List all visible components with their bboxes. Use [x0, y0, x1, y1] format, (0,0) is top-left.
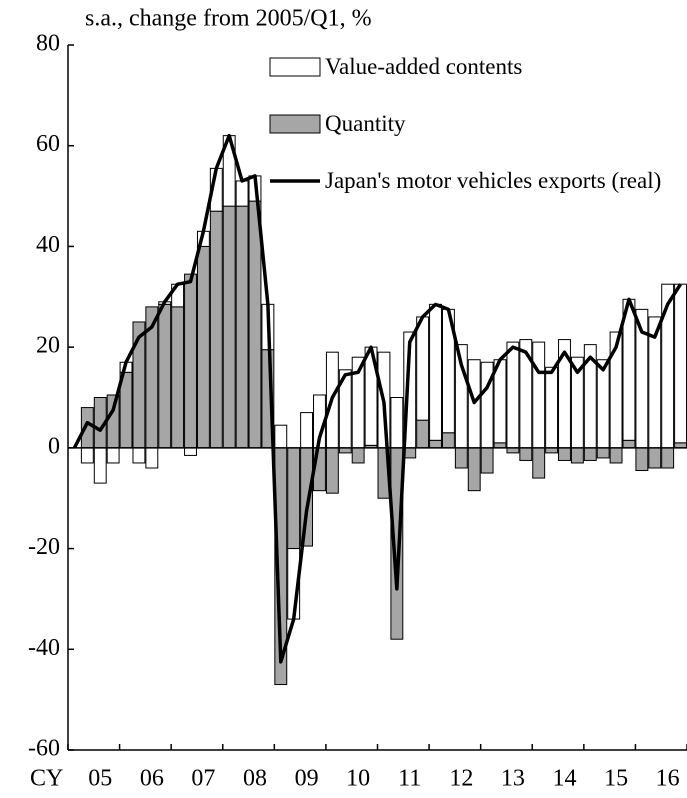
- x-tick-label: 16: [656, 766, 680, 792]
- y-tick-label: 20: [36, 333, 60, 359]
- bar: [532, 341, 546, 449]
- x-tick-label: 05: [88, 766, 112, 792]
- y-tick-label: -20: [28, 534, 60, 560]
- bar: [583, 447, 597, 461]
- bar: [570, 447, 584, 464]
- y-tick-label: -60: [28, 736, 60, 762]
- x-tick-label: 06: [140, 766, 164, 792]
- bar: [506, 341, 520, 449]
- x-tick-label: 15: [604, 766, 628, 792]
- bar: [454, 447, 468, 469]
- bar: [648, 447, 662, 469]
- legend-label: Value-added contents: [325, 54, 523, 79]
- bar: [558, 447, 571, 461]
- y-tick-label: 40: [36, 232, 60, 258]
- bar: [248, 200, 262, 449]
- legend-swatch: [269, 57, 321, 77]
- bar: [429, 303, 442, 441]
- legend-label: Quantity: [325, 111, 406, 136]
- bar: [596, 447, 610, 459]
- bar: [441, 432, 455, 449]
- bar: [287, 447, 301, 550]
- bar: [158, 303, 172, 449]
- y-tick-label: -40: [28, 635, 60, 661]
- x-tick-label: 11: [398, 766, 421, 792]
- x-tick-label: 07: [191, 766, 215, 792]
- x-tick-label: 13: [501, 766, 525, 792]
- x-tick-label: 08: [243, 766, 267, 792]
- bar: [635, 447, 649, 472]
- bar: [209, 210, 223, 449]
- bar: [467, 447, 481, 492]
- bar: [661, 447, 675, 469]
- bar: [390, 397, 404, 449]
- bars: [80, 135, 687, 686]
- x-tick-label: 14: [552, 766, 576, 792]
- bar: [480, 447, 494, 474]
- bar: [506, 447, 520, 454]
- bar: [351, 447, 365, 464]
- y-tick-label: 0: [48, 433, 60, 459]
- legend-swatch: [269, 114, 321, 134]
- bar: [416, 316, 430, 421]
- bar: [609, 447, 623, 464]
- line-series: [72, 133, 683, 664]
- bar: [596, 359, 610, 449]
- bar: [222, 205, 236, 449]
- bar: [674, 442, 687, 449]
- x-axis-label: CY: [30, 766, 63, 792]
- bar: [545, 447, 559, 454]
- bar: [93, 447, 107, 484]
- y-tick-label: 60: [36, 131, 60, 157]
- bar: [235, 180, 249, 207]
- bar: [493, 442, 507, 449]
- bar: [622, 439, 636, 449]
- y-axis-label: s.a., change from 2005/Q1, %: [85, 6, 372, 32]
- bar: [132, 447, 146, 464]
- bar: [416, 419, 430, 449]
- bar: [674, 283, 687, 444]
- bar: [196, 245, 210, 449]
- bar: [519, 447, 533, 461]
- x-tick-label: 09: [295, 766, 319, 792]
- bar: [184, 447, 197, 456]
- bar: [545, 366, 559, 449]
- bar: [184, 273, 197, 449]
- bar: [171, 306, 185, 449]
- bar: [145, 447, 159, 469]
- bar: [532, 447, 546, 479]
- x-tick-label: 12: [449, 766, 473, 792]
- bar: [338, 447, 352, 454]
- bar: [274, 424, 288, 449]
- bar: [106, 447, 120, 464]
- bar: [235, 205, 249, 449]
- bar: [300, 412, 314, 449]
- bar: [429, 439, 442, 449]
- bar: [325, 447, 339, 494]
- bar: [80, 447, 94, 464]
- x-tick-label: 10: [346, 766, 370, 792]
- y-tick-label: 80: [36, 31, 60, 57]
- bar: [106, 394, 120, 449]
- legend-label: Japan's motor vehicles exports (real): [325, 168, 662, 193]
